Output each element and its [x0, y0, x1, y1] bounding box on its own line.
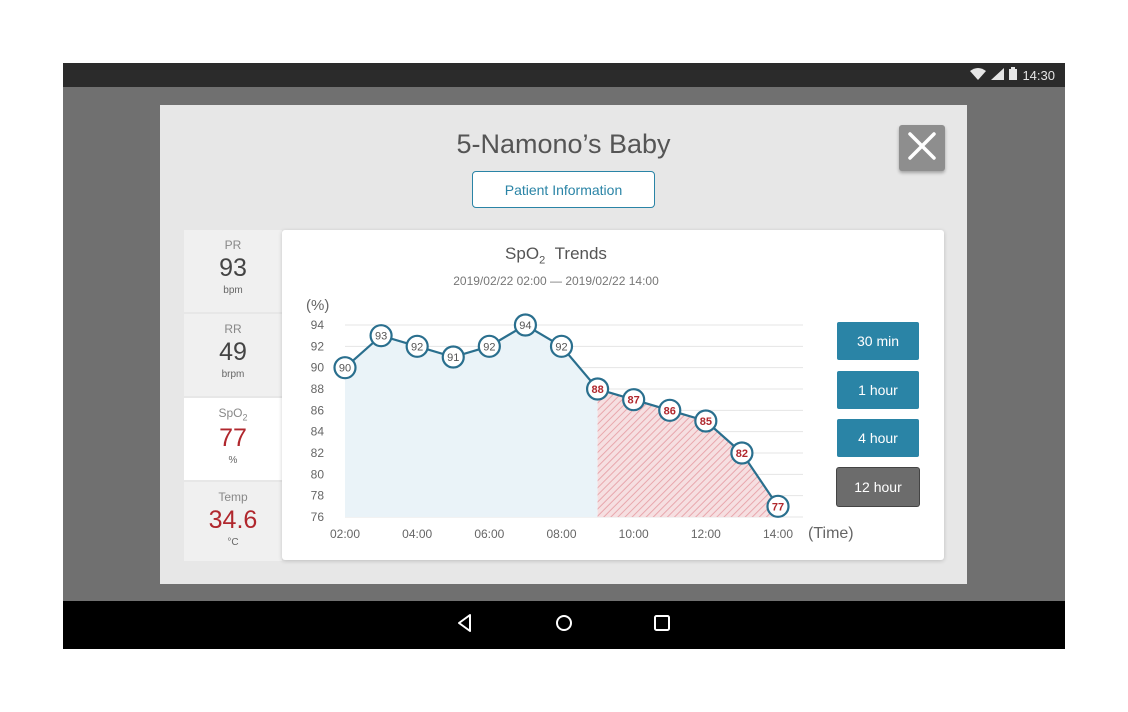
- x-tick-label: 06:00: [474, 527, 504, 541]
- vital-label: Temp: [218, 490, 248, 504]
- data-point: [549, 334, 574, 358]
- battery-icon: [1009, 67, 1018, 83]
- chart-title-main: SpO: [505, 244, 540, 263]
- y-tick-label: 92: [311, 339, 325, 353]
- x-tick-label: 04:00: [402, 527, 432, 541]
- data-point-label: 90: [339, 363, 351, 375]
- vital-unit: %: [228, 455, 238, 467]
- chart-title-suffix: Trends: [554, 244, 607, 263]
- close-icon: [907, 131, 937, 166]
- spo2-trend-chart: 94 92 90 88 86 84 82 80 78 76 02:00 04:00 06:00 08:00…: [306, 297, 854, 542]
- vital-label-sub: 2: [242, 412, 248, 423]
- recents-square-icon: [652, 613, 672, 638]
- data-point-label: 91: [447, 352, 459, 364]
- recents-button[interactable]: [648, 611, 676, 639]
- data-point: [766, 494, 790, 518]
- patient-information-button[interactable]: Patient Information: [472, 171, 655, 208]
- range-4hour-button[interactable]: 4 hour: [837, 419, 919, 457]
- x-axis-label: (Time): [808, 525, 854, 542]
- vital-label: RR: [224, 322, 242, 336]
- vital-temp-tile[interactable]: Temp 34.6 °C: [184, 482, 282, 561]
- y-tick-label: 86: [311, 403, 325, 417]
- data-point: [730, 441, 754, 465]
- range-30min-button[interactable]: 30 min: [837, 322, 919, 360]
- cell-signal-icon: [991, 67, 1005, 83]
- y-tick-label: 78: [311, 489, 325, 503]
- android-nav-bar: [63, 601, 1065, 649]
- range-1hour-button[interactable]: 1 hour: [837, 371, 919, 409]
- x-tick-label: 02:00: [330, 527, 360, 541]
- back-triangle-icon: [455, 613, 475, 638]
- x-tick-label: 08:00: [546, 527, 576, 541]
- vital-value: 93: [219, 254, 247, 282]
- y-tick-label: 76: [311, 510, 325, 524]
- patient-trend-dialog: 5-Namono’s Baby Patient Information PR 9…: [160, 105, 967, 584]
- data-point-label: 85: [700, 416, 712, 428]
- x-tick-label: 12:00: [691, 527, 721, 541]
- chart-title: SpO2 Trends: [282, 244, 830, 266]
- data-point: [477, 334, 501, 358]
- y-axis-label: (%): [306, 297, 329, 314]
- close-button[interactable]: [899, 125, 945, 171]
- data-point: [405, 334, 429, 358]
- data-point: [658, 398, 682, 422]
- alarm-area: [597, 389, 778, 517]
- data-point: [513, 313, 538, 337]
- vital-value: 77: [219, 424, 247, 453]
- vital-value: 34.6: [208, 506, 258, 534]
- home-circle-icon: [554, 613, 574, 638]
- vital-value: 49: [219, 338, 247, 366]
- data-point-label: 82: [736, 448, 748, 460]
- data-point-label: 87: [628, 395, 640, 407]
- y-tick-label: 80: [311, 467, 325, 481]
- y-tick-label: 88: [311, 382, 325, 396]
- data-point: [622, 388, 646, 412]
- x-tick-label: 10:00: [619, 527, 649, 541]
- y-tick-label: 84: [311, 425, 325, 439]
- y-tick-label: 94: [311, 318, 325, 332]
- data-point-label: 88: [591, 384, 603, 396]
- vital-label: PR: [224, 238, 242, 252]
- chart-date-range: 2019/02/22 02:00 — 2019/02/22 14:00: [453, 274, 659, 288]
- data-point-label: 86: [664, 405, 676, 417]
- data-point: [585, 377, 610, 401]
- y-tick-label: 90: [311, 361, 325, 375]
- data-point-label: 94: [519, 320, 531, 332]
- data-point-label: 93: [375, 331, 387, 343]
- normal-area: [345, 325, 598, 517]
- chart-title-sub: 2: [539, 254, 546, 267]
- range-12hour-button[interactable]: 12 hour: [837, 468, 919, 506]
- tablet-device: 14:30 5-Namono’s Baby Patient Informatio…: [63, 63, 1065, 649]
- vitals-panel: PR 93 bpm RR 49 brpm SpO2 77 % Temp 34.6: [184, 230, 282, 561]
- wifi-icon: [970, 67, 987, 83]
- y-tick-label: 82: [311, 446, 325, 460]
- data-point-label: 92: [483, 341, 495, 353]
- dialog-title: 5-Namono’s Baby: [456, 129, 671, 159]
- data-point: [333, 356, 357, 380]
- x-tick-label: 14:00: [763, 527, 793, 541]
- vital-unit: °C: [227, 537, 239, 548]
- home-button[interactable]: [550, 611, 578, 639]
- vital-label-main: SpO: [218, 406, 243, 420]
- data-point-label: 77: [772, 501, 784, 513]
- data-point-label: 92: [411, 341, 423, 353]
- vital-unit: bpm: [223, 285, 243, 296]
- status-time: 14:30: [1022, 67, 1055, 83]
- back-button[interactable]: [451, 611, 479, 639]
- vital-spo2-tile[interactable]: SpO2 77 %: [184, 398, 282, 480]
- vital-pr-tile[interactable]: PR 93 bpm: [184, 230, 282, 312]
- data-point: [694, 409, 718, 433]
- data-point: [369, 324, 393, 348]
- vital-unit: brpm: [221, 369, 245, 380]
- vital-rr-tile[interactable]: RR 49 brpm: [184, 314, 282, 396]
- vital-label: SpO2: [184, 406, 282, 422]
- trend-chart-panel: SpO2 Trends 2019/02/22 02:00 — 2019/02/2…: [282, 230, 944, 560]
- data-point-label: 92: [555, 341, 567, 353]
- app-screen: 5-Namono’s Baby Patient Information PR 9…: [63, 87, 1065, 601]
- data-point: [441, 345, 465, 369]
- status-bar: 14:30: [63, 63, 1065, 87]
